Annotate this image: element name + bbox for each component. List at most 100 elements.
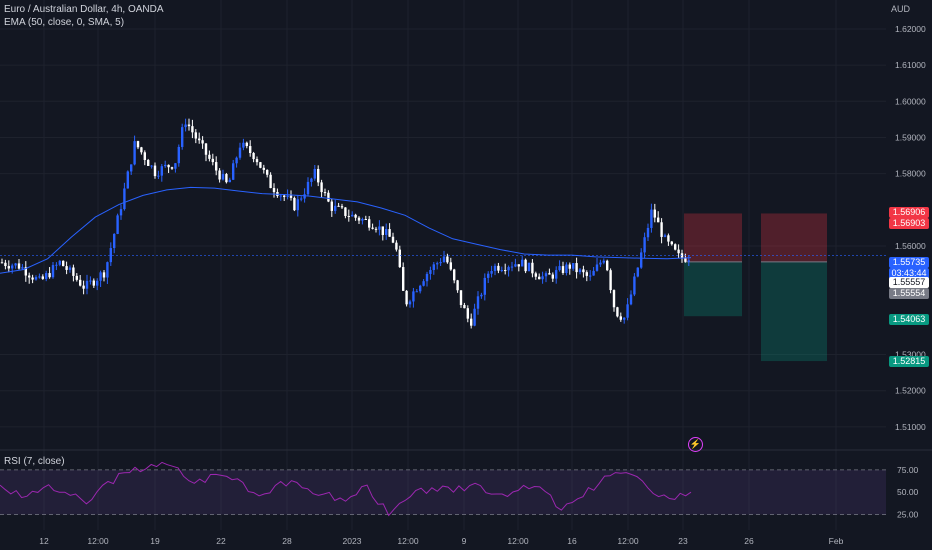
candle-body [34, 277, 38, 280]
candle-body [609, 270, 612, 291]
candle-body [578, 269, 582, 273]
candle-body [677, 249, 680, 254]
candle-body [75, 275, 78, 280]
candle-body [245, 142, 248, 147]
candle-body [490, 271, 493, 274]
candle-body [38, 276, 41, 278]
time-tick-label: 19 [150, 536, 160, 546]
candle-body [463, 304, 466, 309]
candle-body [541, 276, 544, 280]
lightning-icon[interactable]: ⚡ [688, 437, 703, 452]
candle-body [466, 308, 469, 319]
candle-body [640, 252, 643, 268]
candle-body [147, 160, 150, 166]
candle-body [374, 228, 378, 230]
candle-body [286, 195, 289, 197]
trade-boxes[interactable] [684, 213, 827, 362]
candle-body [303, 194, 306, 199]
candle-body [476, 296, 480, 309]
candle-body [126, 171, 129, 189]
candle-body [221, 174, 225, 180]
time-tick-label: 22 [216, 536, 226, 546]
candle-body [167, 164, 170, 168]
price-tick-label: 1.61000 [895, 60, 926, 70]
candle-body [238, 147, 242, 158]
candle-body [473, 308, 476, 326]
candle-body [602, 260, 605, 263]
candle-body [568, 264, 571, 269]
candle-body [215, 162, 218, 171]
rsi-tick-label: 25.00 [897, 510, 919, 520]
candle-body [174, 163, 177, 169]
stop-price-tag-a: 1.56906 [889, 207, 929, 218]
target-price-tag-b: 1.52815 [889, 356, 929, 367]
price-tick-label: 1.60000 [895, 96, 926, 106]
candle-body [228, 179, 231, 183]
candle-body [140, 147, 143, 153]
time-tick-label: 2023 [343, 536, 362, 546]
candle-body [323, 192, 327, 194]
candle-body [497, 265, 500, 271]
candle-body [65, 266, 68, 270]
candle-body [143, 152, 146, 161]
candle-body [544, 273, 548, 277]
candle-body [177, 146, 180, 164]
price-tick-label: 1.52000 [895, 386, 926, 396]
candle-body [381, 226, 384, 235]
candle-body [296, 199, 299, 211]
candle-body [109, 248, 112, 263]
candle-body [391, 236, 395, 243]
candle-body [320, 182, 323, 193]
candle-body [99, 272, 102, 281]
rsi-line [0, 461, 692, 517]
time-axis[interactable]: 12 12:00 19 22 28 2023 12:00 9 12:00 16 12:00 23 26 F… [39, 536, 843, 546]
ema-indicator-label[interactable]: EMA (50, close, 0, SMA, 5) [4, 17, 125, 28]
candle-body [51, 265, 55, 278]
candle-body [198, 138, 201, 141]
candle-body [283, 195, 286, 197]
candle-body [684, 258, 687, 262]
candle-body [582, 269, 585, 273]
rsi-tick-label: 50.00 [897, 487, 919, 497]
candle-body [113, 233, 116, 249]
candle-body [643, 237, 646, 253]
candle-body [446, 256, 449, 263]
candle-body [534, 273, 537, 277]
rsi-pane[interactable]: 75.00 50.00 25.00 [0, 449, 932, 520]
stop-loss-zone [684, 213, 742, 262]
entry-price-tag-a: 1.55557 [889, 277, 929, 288]
candle-body [45, 273, 48, 279]
candle-body [507, 267, 510, 271]
candle-body [419, 285, 422, 292]
candle-body [184, 124, 187, 128]
rsi-band [0, 469, 886, 515]
candle-body [194, 132, 197, 139]
candle-body [313, 168, 316, 179]
candle-body [232, 163, 235, 180]
candle-body [170, 167, 174, 169]
target-price-tag-a: 1.54063 [889, 314, 929, 325]
candle-body [269, 174, 272, 189]
candle-body [449, 262, 452, 270]
candle-body [405, 290, 408, 305]
candle-body [398, 249, 401, 268]
candle-body [357, 217, 361, 221]
candle-body [119, 209, 123, 216]
candle-body [646, 227, 650, 238]
price-axis[interactable]: 1.62000 1.61000 1.60000 1.59000 1.58000 1.560… [895, 24, 926, 432]
candle-body [575, 263, 578, 273]
candle-body [555, 270, 558, 279]
candle-body [612, 290, 616, 308]
rsi-indicator-label[interactable]: RSI (7, close) [4, 456, 65, 467]
candle-body [619, 316, 622, 320]
candle-body [531, 262, 534, 274]
candle-body [388, 229, 391, 237]
candle-body [191, 126, 194, 133]
candle-body [480, 294, 483, 297]
countdown-tag: 03:43:44 [889, 268, 929, 279]
candle-body [425, 273, 429, 282]
candle-body [317, 168, 320, 183]
candle-body [17, 263, 21, 269]
price-tick-label: 1.62000 [895, 24, 926, 34]
